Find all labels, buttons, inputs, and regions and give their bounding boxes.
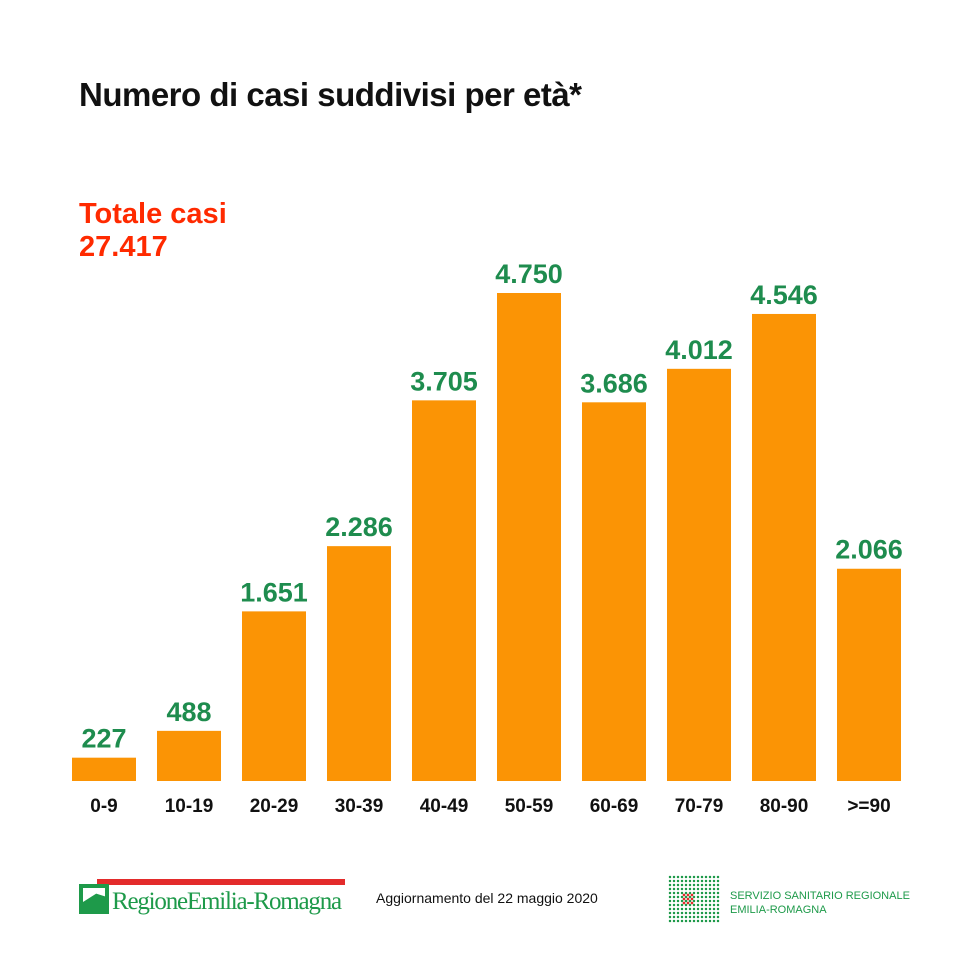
total-cases: Totale casi 27.417 (79, 198, 227, 264)
ssr-line1: SERVIZIO SANITARIO REGIONALE (730, 890, 910, 902)
value-label: 3.686 (580, 368, 648, 398)
update-date: Aggiornamento del 22 maggio 2020 (376, 890, 598, 906)
bar-10-19 (157, 730, 221, 781)
value-label: 4.750 (495, 259, 563, 289)
value-label: 3.705 (410, 366, 478, 396)
bar->=90 (837, 568, 901, 781)
category-label: 10-19 (165, 796, 214, 817)
bar-40-49 (412, 400, 476, 781)
category-label: 50-59 (505, 796, 554, 817)
total-label: Totale casi (79, 198, 227, 230)
total-value: 27.417 (79, 231, 168, 263)
bar-30-39 (327, 546, 391, 781)
bar-20-29 (242, 611, 306, 781)
value-label: 2.066 (835, 535, 903, 565)
bar-80-90 (752, 313, 816, 781)
bar-0-9 (72, 757, 136, 781)
bar-50-59 (497, 293, 561, 781)
page-title: Numero di casi suddivisi per età* (79, 76, 582, 113)
dots-icon (668, 875, 720, 923)
category-label: 80-90 (760, 796, 809, 817)
category-label: 30-39 (335, 796, 384, 817)
value-label: 1.651 (240, 577, 308, 607)
value-label: 488 (166, 697, 211, 727)
category-label: 0-9 (90, 796, 117, 817)
category-label: 40-49 (420, 796, 469, 817)
value-label: 4.012 (665, 335, 733, 365)
bar-70-79 (667, 368, 731, 781)
category-label: 60-69 (590, 796, 639, 817)
bar-60-69 (582, 402, 646, 781)
value-label: 2.286 (325, 512, 393, 542)
value-label: 4.546 (750, 280, 818, 310)
category-label: 70-79 (675, 796, 724, 817)
category-label: >=90 (847, 796, 890, 817)
regione-emilia-romagna-logo: RegioneEmilia-Romagna (79, 879, 345, 915)
value-label: 227 (81, 724, 126, 754)
ssr-line2: EMILIA-ROMAGNA (730, 904, 827, 916)
category-label: 20-29 (250, 796, 299, 817)
